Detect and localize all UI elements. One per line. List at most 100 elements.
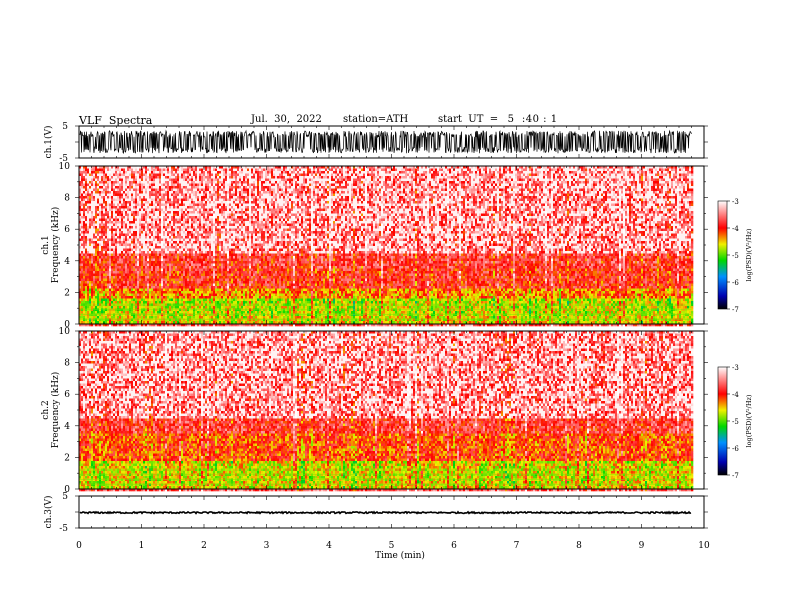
spectrogram-cell xyxy=(133,299,135,302)
spectrogram-cell xyxy=(127,306,129,309)
spectrogram-cell xyxy=(133,194,135,197)
spectrogram-cell xyxy=(97,306,99,309)
spectrogram-cell xyxy=(149,221,151,224)
spectrogram-cell xyxy=(151,169,153,172)
spectrogram-cell xyxy=(143,311,145,314)
spectrogram-cell xyxy=(139,291,141,294)
spectrogram-cell xyxy=(81,299,83,302)
spectrogram-cell xyxy=(89,251,91,254)
spectrogram-cell xyxy=(109,184,111,187)
spectrogram-cell xyxy=(141,261,143,264)
spectrogram-cell xyxy=(121,221,123,224)
spectrogram-cell xyxy=(131,274,133,277)
spectrogram-cell xyxy=(127,209,129,212)
spectrogram-cell xyxy=(93,271,95,274)
spectrogram-cell xyxy=(91,276,93,279)
spectrogram-cell xyxy=(87,259,89,262)
spectrogram-cell xyxy=(139,299,141,302)
spectrogram-cell xyxy=(139,181,141,184)
spectrogram-cell xyxy=(139,296,141,299)
spectrogram-cell xyxy=(135,276,137,279)
spectrogram-cell xyxy=(107,219,109,222)
spectrogram-cell xyxy=(141,291,143,294)
spectrogram-cell xyxy=(125,299,127,302)
spectrogram-cell xyxy=(125,246,127,249)
spectrogram-cell xyxy=(151,216,153,219)
spectrogram-cell xyxy=(119,231,121,234)
spectrogram-cell xyxy=(119,256,121,259)
spectrogram-cell xyxy=(103,251,105,254)
spectrogram-cell xyxy=(149,284,151,287)
spectrogram-cell xyxy=(101,221,103,224)
spectrogram-cell xyxy=(109,191,111,194)
spectrogram-cell xyxy=(103,271,105,274)
spectrogram-cell xyxy=(121,211,123,214)
spectrogram-cell xyxy=(101,211,103,214)
spectrogram-cell xyxy=(117,246,119,249)
spectrogram-cell xyxy=(97,244,99,247)
spectrogram-cell xyxy=(97,206,99,209)
spectrogram-cell xyxy=(123,301,125,304)
spectrogram-cell xyxy=(107,256,109,259)
spectrogram-cell xyxy=(129,219,131,222)
spectrogram-cell xyxy=(89,179,91,182)
spectrogram-cell xyxy=(133,291,135,294)
spectrogram-cell xyxy=(147,184,149,187)
spectrogram-cell xyxy=(97,194,99,197)
spectrogram-cell xyxy=(121,231,123,234)
ch1-waveform-panel: 5 -5 ch.1(V) xyxy=(43,122,708,164)
spectrogram-cell xyxy=(93,229,95,232)
spectrogram-cell xyxy=(91,284,93,287)
spectrogram-cell xyxy=(103,204,105,207)
spectrogram-cell xyxy=(105,234,107,237)
spectrogram-cell xyxy=(151,321,153,324)
spectrogram-cell xyxy=(143,299,145,302)
spectrogram-cell xyxy=(139,241,141,244)
spectrogram-cell xyxy=(93,174,95,177)
spectrogram-cell xyxy=(131,216,133,219)
spectrogram-cell xyxy=(141,174,143,177)
spectrogram-cell xyxy=(119,204,121,207)
spectrogram-cell xyxy=(117,291,119,294)
spectrogram-cell xyxy=(135,234,137,237)
spectrogram-cell xyxy=(89,296,91,299)
spectrogram-cell xyxy=(89,321,91,324)
spectrogram-cell xyxy=(111,279,113,282)
spectrogram-cell xyxy=(145,311,147,314)
spectrogram-cell xyxy=(151,236,153,239)
spectrogram-cell xyxy=(129,261,131,264)
spectrogram-cell xyxy=(87,311,89,314)
spectrogram-cell xyxy=(85,261,87,264)
spectrogram-cell xyxy=(141,209,143,212)
spectrogram-cell xyxy=(83,214,85,217)
spectrogram-cell xyxy=(115,279,117,282)
spectrogram-cell xyxy=(109,211,111,214)
spectrogram-cell xyxy=(151,244,153,247)
spectrogram-cell xyxy=(97,191,99,194)
spectrogram-cell xyxy=(133,191,135,194)
spectrogram-cell xyxy=(81,274,83,277)
spectrogram-cell xyxy=(105,214,107,217)
spectrogram-cell xyxy=(109,194,111,197)
spectrogram-cell xyxy=(125,236,127,239)
spectrogram-cell xyxy=(143,221,145,224)
spectrogram-cell xyxy=(141,254,143,257)
spectrogram-cell xyxy=(113,204,115,207)
spectrogram-cell xyxy=(87,254,89,257)
spectrogram-cell xyxy=(97,174,99,177)
spectrogram-cell xyxy=(95,176,97,179)
spectrogram-cell xyxy=(85,214,87,217)
spectrogram-cell xyxy=(131,276,133,279)
spectrogram-cell xyxy=(101,224,103,227)
spectrogram-cell xyxy=(95,284,97,287)
spectrogram-cell xyxy=(151,249,153,252)
spectrogram-cell xyxy=(119,209,121,212)
spectrogram-cell xyxy=(137,259,139,262)
spectrogram-cell xyxy=(137,289,139,292)
spectrogram-cell xyxy=(127,206,129,209)
spectrogram-cell xyxy=(87,169,89,172)
spectrogram-cell xyxy=(99,281,101,284)
spectrogram-cell xyxy=(133,259,135,262)
spectrogram-cell xyxy=(143,179,145,182)
spectrogram-cell xyxy=(133,219,135,222)
